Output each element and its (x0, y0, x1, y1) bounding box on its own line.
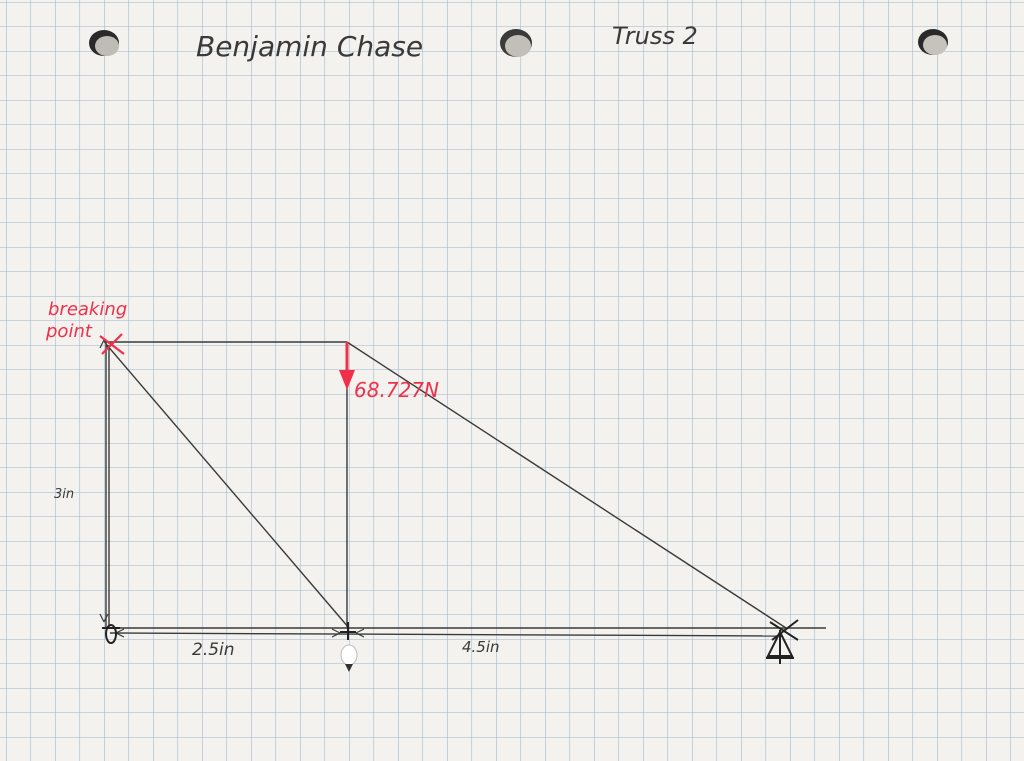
load-label: 68.727N (354, 378, 439, 402)
punch-hole-icon (500, 29, 532, 57)
point-label: point (45, 321, 93, 342)
punch-hole-icon (918, 29, 948, 55)
dimension-marks (99, 339, 365, 638)
span-left-label: 2.5in (192, 640, 235, 660)
author-name: Benjamin Chase (196, 30, 423, 63)
punch-hole-icon (89, 30, 119, 56)
arrow-down-icon (339, 342, 355, 390)
roller-support-icon (340, 622, 358, 672)
x-mark-icon (99, 333, 125, 355)
truss-title: Truss 2 (612, 22, 698, 50)
right-diagonal (346, 341, 787, 629)
bottom-chord-double (109, 632, 783, 637)
left-diagonal (105, 343, 350, 629)
height-label: 3in (54, 487, 74, 502)
pin-support-icon (766, 619, 799, 664)
pin-support-icon (102, 624, 120, 644)
breaking-label: breaking (48, 299, 127, 320)
span-right-label: 4.5in (462, 638, 500, 656)
